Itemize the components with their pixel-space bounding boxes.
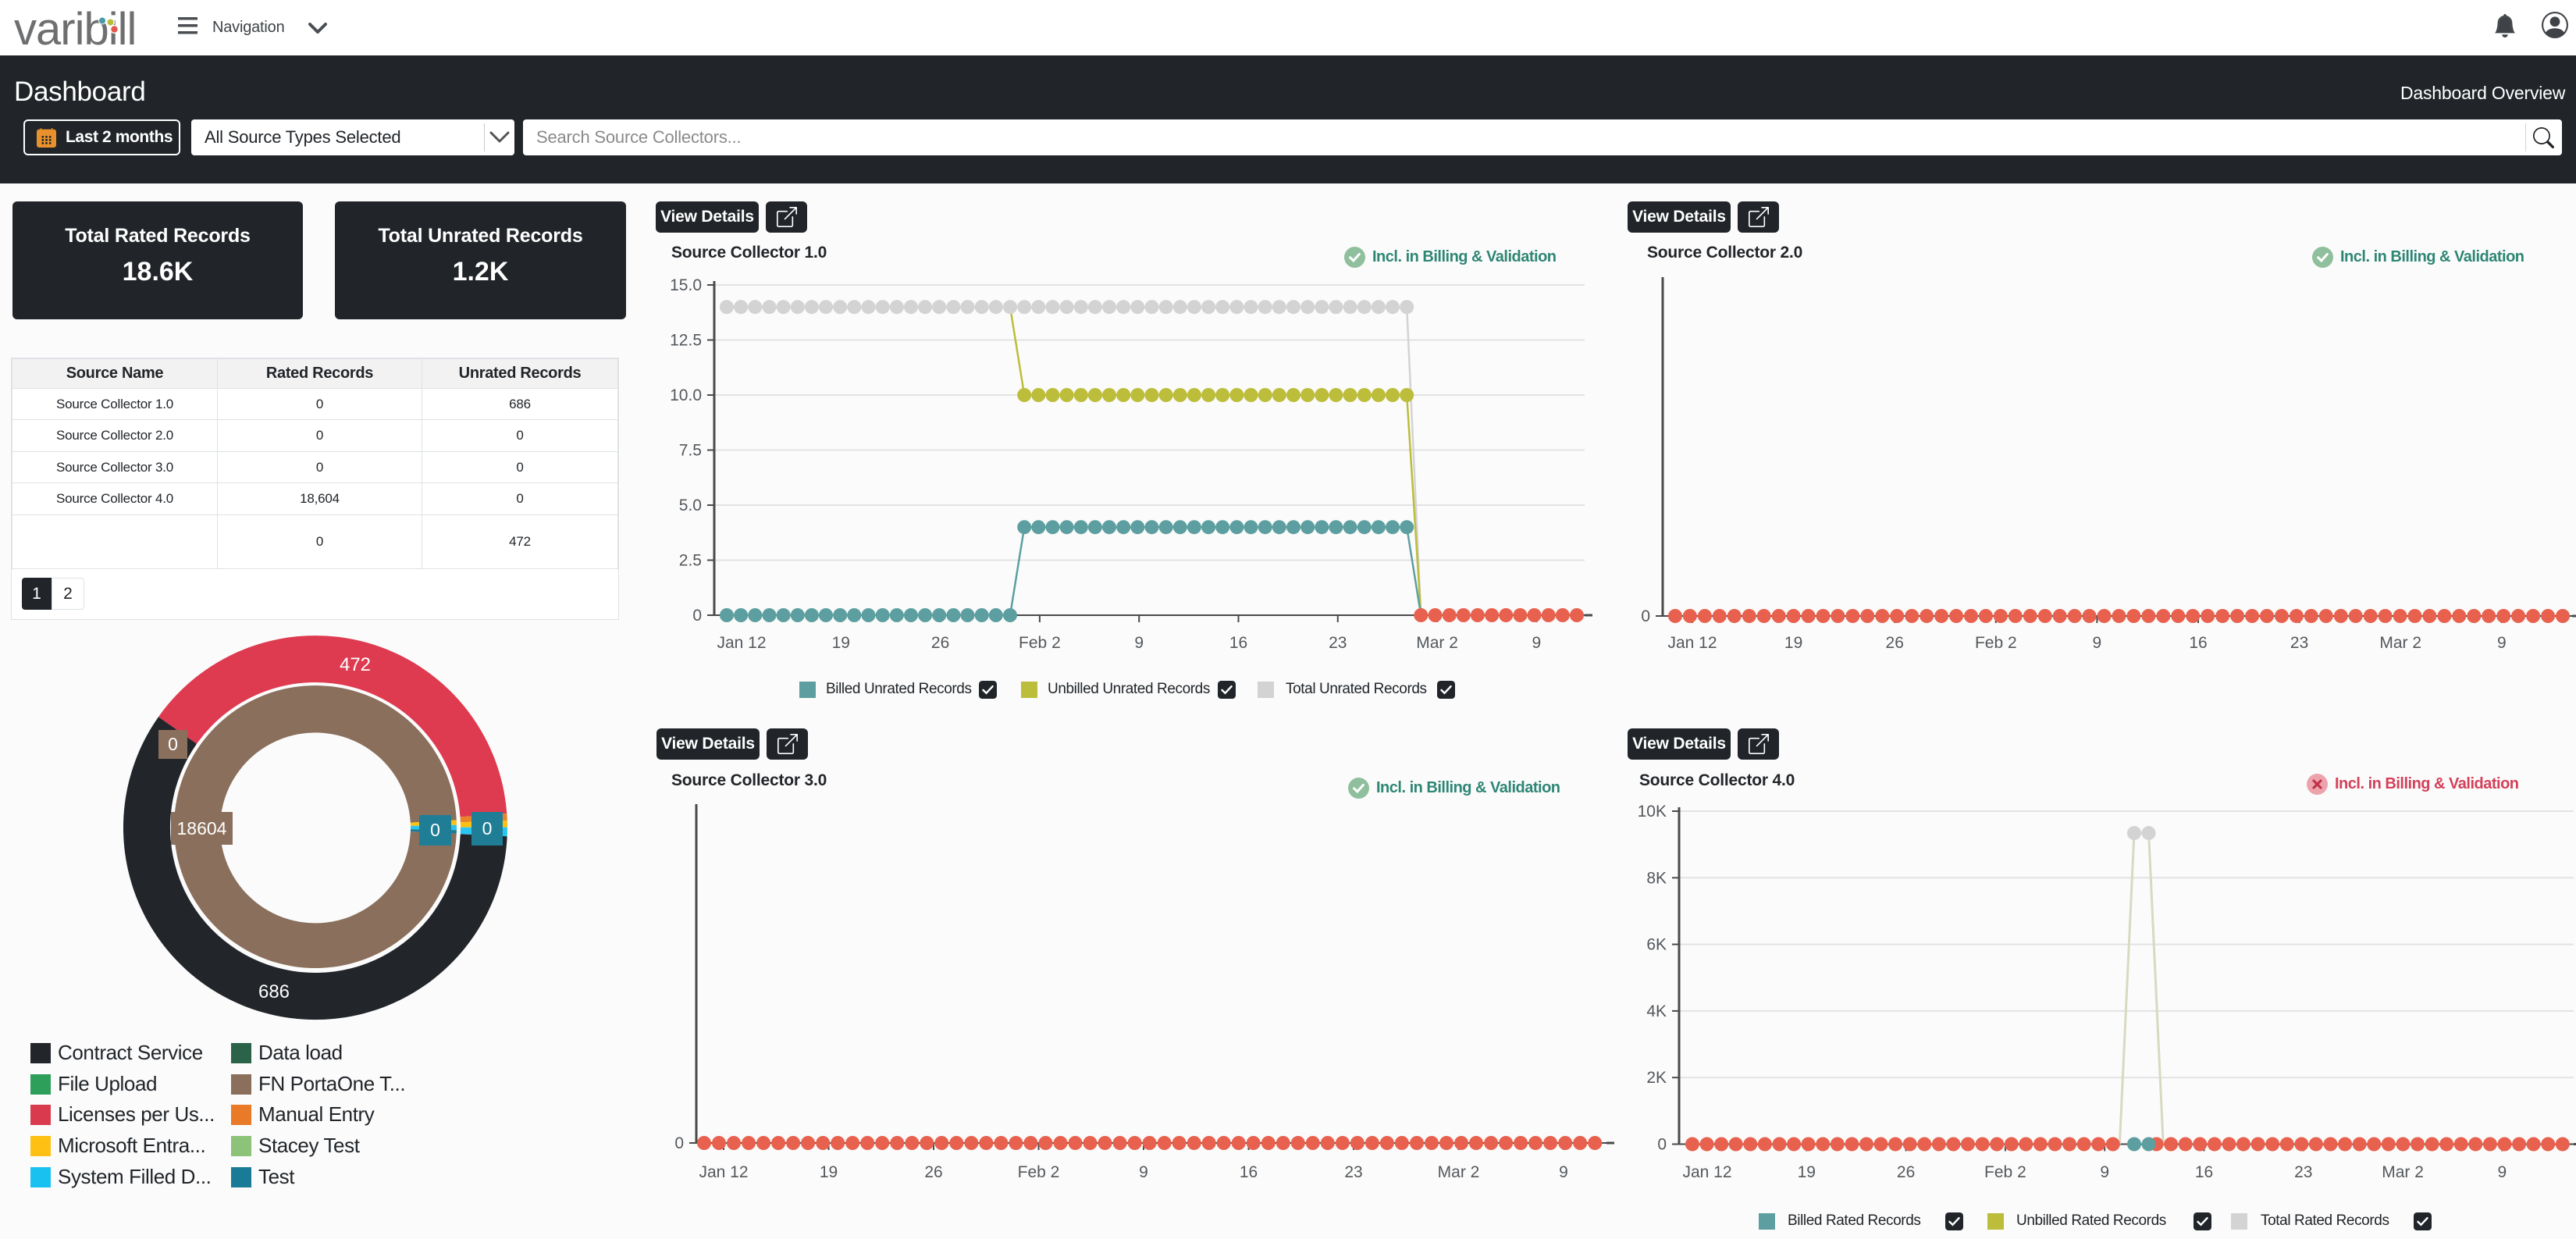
svg-text:19: 19: [1798, 1163, 1816, 1181]
svg-text:Mar 2: Mar 2: [1438, 1163, 1480, 1181]
svg-text:26: 26: [931, 634, 949, 652]
svg-text:23: 23: [2294, 1163, 2312, 1181]
svg-text:10K: 10K: [1638, 804, 1667, 821]
svg-text:10.0: 10.0: [670, 386, 702, 404]
svg-text:Feb 2: Feb 2: [1975, 634, 2017, 652]
svg-text:Feb 2: Feb 2: [1019, 634, 1061, 652]
svg-text:5.0: 5.0: [679, 497, 702, 514]
svg-text:2.5: 2.5: [679, 552, 702, 570]
svg-text:26: 26: [1886, 634, 1904, 652]
svg-text:4K: 4K: [1646, 1002, 1667, 1020]
svg-text:0: 0: [692, 607, 702, 625]
svg-text:12.5: 12.5: [670, 332, 702, 350]
svg-text:Mar 2: Mar 2: [2382, 1163, 2424, 1181]
svg-text:Mar 2: Mar 2: [1416, 634, 1458, 652]
svg-text:6K: 6K: [1646, 936, 1667, 954]
svg-text:8K: 8K: [1646, 869, 1667, 887]
svg-text:Feb 2: Feb 2: [1018, 1163, 1060, 1181]
svg-text:Jan 12: Jan 12: [699, 1163, 748, 1181]
svg-text:26: 26: [1897, 1163, 1915, 1181]
svg-text:9: 9: [1559, 1163, 1568, 1181]
svg-text:19: 19: [820, 1163, 838, 1181]
svg-text:0: 0: [1641, 607, 1650, 625]
svg-text:16: 16: [2189, 634, 2207, 652]
svg-text:23: 23: [1344, 1163, 1362, 1181]
svg-text:7.5: 7.5: [679, 442, 702, 460]
svg-text:9: 9: [2100, 1163, 2109, 1181]
svg-text:16: 16: [1240, 1163, 1258, 1181]
svg-text:19: 19: [832, 634, 850, 652]
svg-text:Mar 2: Mar 2: [2379, 634, 2421, 652]
svg-text:15.0: 15.0: [670, 276, 702, 294]
svg-text:16: 16: [2195, 1163, 2213, 1181]
svg-text:9: 9: [2497, 634, 2507, 652]
svg-text:Feb 2: Feb 2: [1984, 1163, 2026, 1181]
svg-text:9: 9: [1139, 1163, 1148, 1181]
svg-text:0: 0: [674, 1134, 684, 1152]
svg-text:19: 19: [1784, 634, 1802, 652]
svg-text:16: 16: [1229, 634, 1247, 652]
svg-text:9: 9: [2093, 634, 2102, 652]
svg-text:23: 23: [1329, 634, 1347, 652]
svg-text:Jan 12: Jan 12: [717, 634, 766, 652]
svg-text:9: 9: [1532, 634, 1542, 652]
svg-text:2K: 2K: [1646, 1069, 1667, 1087]
svg-text:0: 0: [1657, 1136, 1667, 1154]
svg-text:9: 9: [2498, 1163, 2507, 1181]
svg-text:9: 9: [1134, 634, 1144, 652]
svg-text:26: 26: [924, 1163, 942, 1181]
svg-text:Jan 12: Jan 12: [1667, 634, 1717, 652]
svg-text:Jan 12: Jan 12: [1682, 1163, 1731, 1181]
svg-text:23: 23: [2290, 634, 2308, 652]
